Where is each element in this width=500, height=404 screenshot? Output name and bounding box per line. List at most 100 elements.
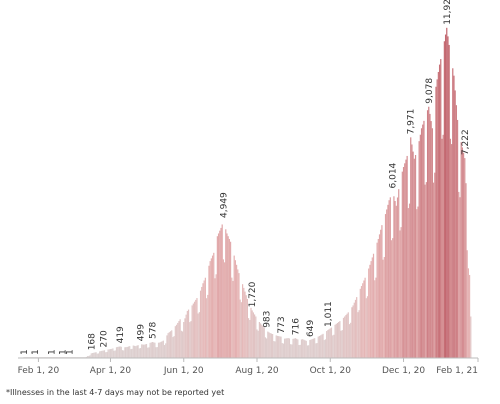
daily-bar xyxy=(90,353,92,358)
daily-bar xyxy=(87,356,89,358)
daily-bar xyxy=(231,277,233,358)
daily-bar xyxy=(179,319,181,358)
daily-bar xyxy=(305,340,307,358)
daily-bar xyxy=(437,71,439,358)
data-label: 716 xyxy=(291,318,301,335)
daily-bar xyxy=(199,290,202,358)
daily-bar xyxy=(160,341,162,358)
daily-bar xyxy=(368,268,370,358)
daily-bar xyxy=(419,134,421,358)
daily-bar xyxy=(257,330,259,358)
daily-bar xyxy=(129,346,131,358)
daily-bar xyxy=(292,338,294,358)
daily-bar xyxy=(420,128,423,358)
daily-bar xyxy=(223,262,226,358)
x-tick-label: Oct 1, 20 xyxy=(310,366,352,376)
daily-bar xyxy=(462,152,465,358)
daily-bar xyxy=(238,273,240,358)
daily-bar xyxy=(282,343,285,358)
daily-bar xyxy=(275,335,277,358)
daily-bar xyxy=(99,351,101,358)
daily-bar xyxy=(278,336,280,358)
daily-bar xyxy=(315,343,317,358)
daily-bar xyxy=(330,327,333,358)
daily-bar xyxy=(221,224,223,358)
daily-bar xyxy=(465,183,467,358)
daily-bar xyxy=(161,341,163,358)
daily-bar xyxy=(429,113,431,359)
daily-bar xyxy=(184,318,186,358)
daily-bar xyxy=(207,294,209,358)
daily-bar xyxy=(291,344,293,358)
daily-bar xyxy=(240,302,242,358)
daily-bar xyxy=(450,144,453,358)
daily-bar xyxy=(123,350,125,358)
daily-bar xyxy=(153,342,155,358)
daily-bar xyxy=(308,345,310,358)
daily-bar xyxy=(124,347,126,358)
daily-bar xyxy=(178,321,180,358)
daily-bar xyxy=(342,317,345,358)
daily-bar xyxy=(310,339,312,358)
daily-bar xyxy=(430,121,432,358)
daily-bar xyxy=(389,197,391,358)
daily-bar xyxy=(165,343,167,358)
daily-bar xyxy=(113,350,115,358)
daily-bar xyxy=(156,347,158,358)
daily-bar xyxy=(135,346,137,358)
daily-bar xyxy=(401,171,403,358)
daily-bar xyxy=(251,310,253,358)
daily-bar xyxy=(380,229,382,358)
daily-bar xyxy=(115,347,118,358)
daily-bar xyxy=(192,303,194,358)
daily-bar xyxy=(138,348,140,358)
daily-bar xyxy=(394,201,396,358)
daily-bar xyxy=(148,347,150,358)
daily-bar xyxy=(327,330,329,358)
daily-bar xyxy=(411,144,413,358)
data-label: 1 xyxy=(58,349,68,355)
daily-bar xyxy=(418,141,420,358)
daily-bar xyxy=(100,351,102,358)
daily-bar xyxy=(256,329,258,358)
daily-bar xyxy=(142,344,144,358)
daily-bar xyxy=(318,335,321,358)
daily-bar xyxy=(366,296,369,358)
daily-bar xyxy=(443,41,445,358)
daily-bar xyxy=(453,75,455,358)
daily-bar xyxy=(414,155,417,358)
daily-bar xyxy=(125,347,127,358)
daily-bar xyxy=(166,335,168,358)
daily-bar xyxy=(316,343,318,358)
daily-bar xyxy=(460,142,462,358)
daily-bar xyxy=(187,309,190,358)
daily-bar xyxy=(353,302,355,358)
daily-bar xyxy=(386,209,388,358)
daily-bar xyxy=(162,340,164,358)
daily-bar xyxy=(320,335,322,358)
daily-bar xyxy=(285,338,287,358)
daily-bar xyxy=(466,250,468,358)
daily-bar xyxy=(89,355,91,358)
daily-bar xyxy=(344,316,346,358)
daily-bar xyxy=(209,261,211,358)
daily-bar xyxy=(229,241,232,358)
daily-bar xyxy=(348,324,351,358)
data-label: 4,949 xyxy=(219,192,229,218)
data-label: 9,078 xyxy=(425,78,435,104)
daily-bar xyxy=(376,242,378,358)
daily-bar xyxy=(461,147,463,358)
daily-bar xyxy=(334,324,336,358)
daily-bar xyxy=(298,345,300,358)
daily-bar xyxy=(354,299,357,358)
daily-bar xyxy=(326,331,328,358)
daily-bar xyxy=(352,305,354,358)
daily-bar xyxy=(174,326,176,358)
daily-bar xyxy=(132,345,134,358)
daily-bar xyxy=(387,204,389,358)
daily-bar xyxy=(243,287,245,358)
daily-bar xyxy=(410,137,412,358)
daily-bar xyxy=(458,191,460,358)
daily-bar xyxy=(370,261,372,358)
data-label: 1 xyxy=(48,349,58,355)
